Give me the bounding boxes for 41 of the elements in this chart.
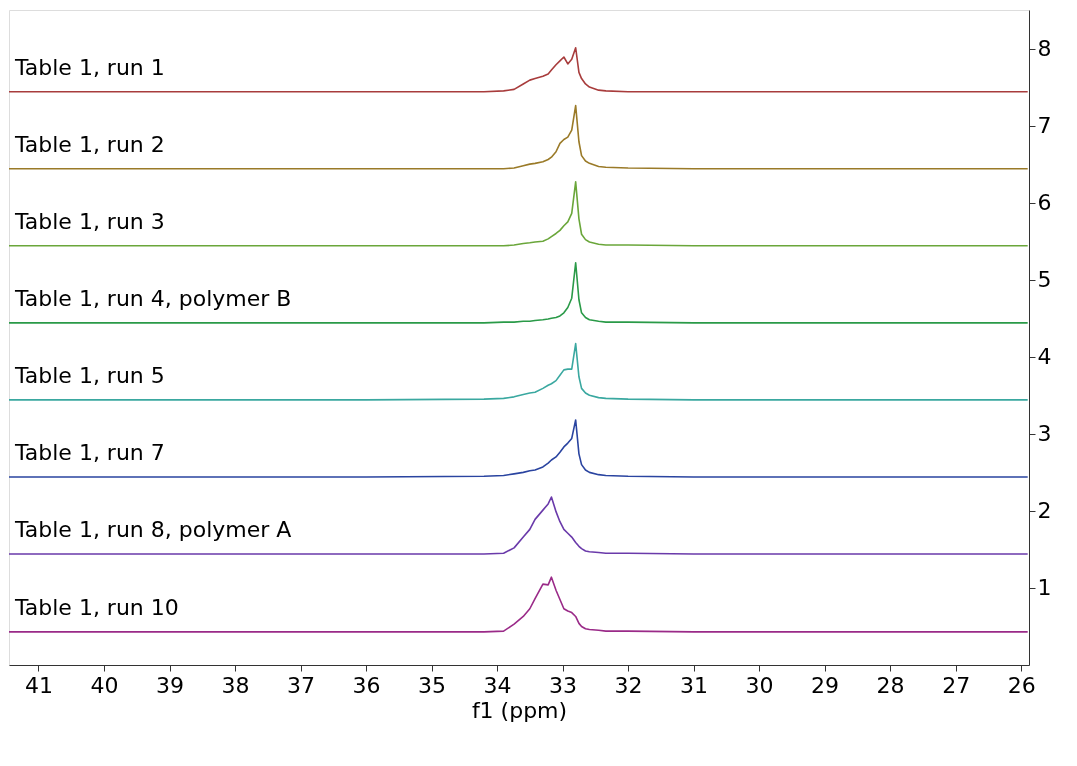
x-tick-label: 26	[1007, 672, 1036, 698]
series-label: Table 1, run 4, polymer B	[14, 285, 292, 311]
series-label: Table 1, run 8, polymer A	[14, 517, 292, 543]
x-tick-label: 39	[156, 672, 184, 698]
x-tick-label: 29	[811, 672, 840, 698]
x-axis-title: f1 (ppm)	[471, 697, 568, 723]
y-tick-label: 7	[1037, 113, 1052, 139]
x-tick-label: 35	[418, 672, 447, 698]
series-label: Table 1, run 10	[14, 594, 179, 620]
x-tick-label: 30	[745, 672, 774, 698]
x-tick-label: 34	[483, 672, 512, 698]
line-series	[8, 342, 1029, 401]
y-tick-label: 3	[1037, 421, 1052, 447]
x-tick-label: 38	[221, 672, 250, 698]
line-series	[8, 496, 1029, 555]
y-tick-label: 2	[1037, 498, 1052, 524]
y-tick-label: 5	[1037, 267, 1052, 293]
series-label: Table 1, run 3	[14, 208, 165, 234]
x-tick-label: 36	[352, 672, 381, 698]
x-tick-label: 28	[876, 672, 905, 698]
x-tick-label: 41	[24, 672, 53, 698]
line-series	[8, 261, 1029, 324]
y-tick-label: 4	[1037, 344, 1052, 370]
line-series	[8, 181, 1029, 247]
y-tick-label: 8	[1037, 36, 1052, 62]
line-series	[8, 104, 1029, 170]
x-tick-label: 40	[90, 672, 119, 698]
x-tick-label: 27	[942, 672, 971, 698]
y-tick-label: 1	[1037, 575, 1052, 601]
line-series	[8, 576, 1029, 633]
series-label: Table 1, run 1	[14, 54, 165, 80]
x-tick-label: 32	[614, 672, 643, 698]
series-label: Table 1, run 2	[14, 131, 165, 157]
series-label: Table 1, run 5	[14, 362, 165, 388]
x-tick-label: 33	[549, 672, 578, 698]
line-series	[8, 46, 1029, 93]
x-tick-label: 37	[287, 672, 316, 698]
series-label: Table 1, run 7	[14, 439, 165, 465]
x-tick-label: 31	[680, 672, 709, 698]
y-tick-label: 6	[1037, 190, 1052, 216]
line-series	[8, 419, 1029, 478]
